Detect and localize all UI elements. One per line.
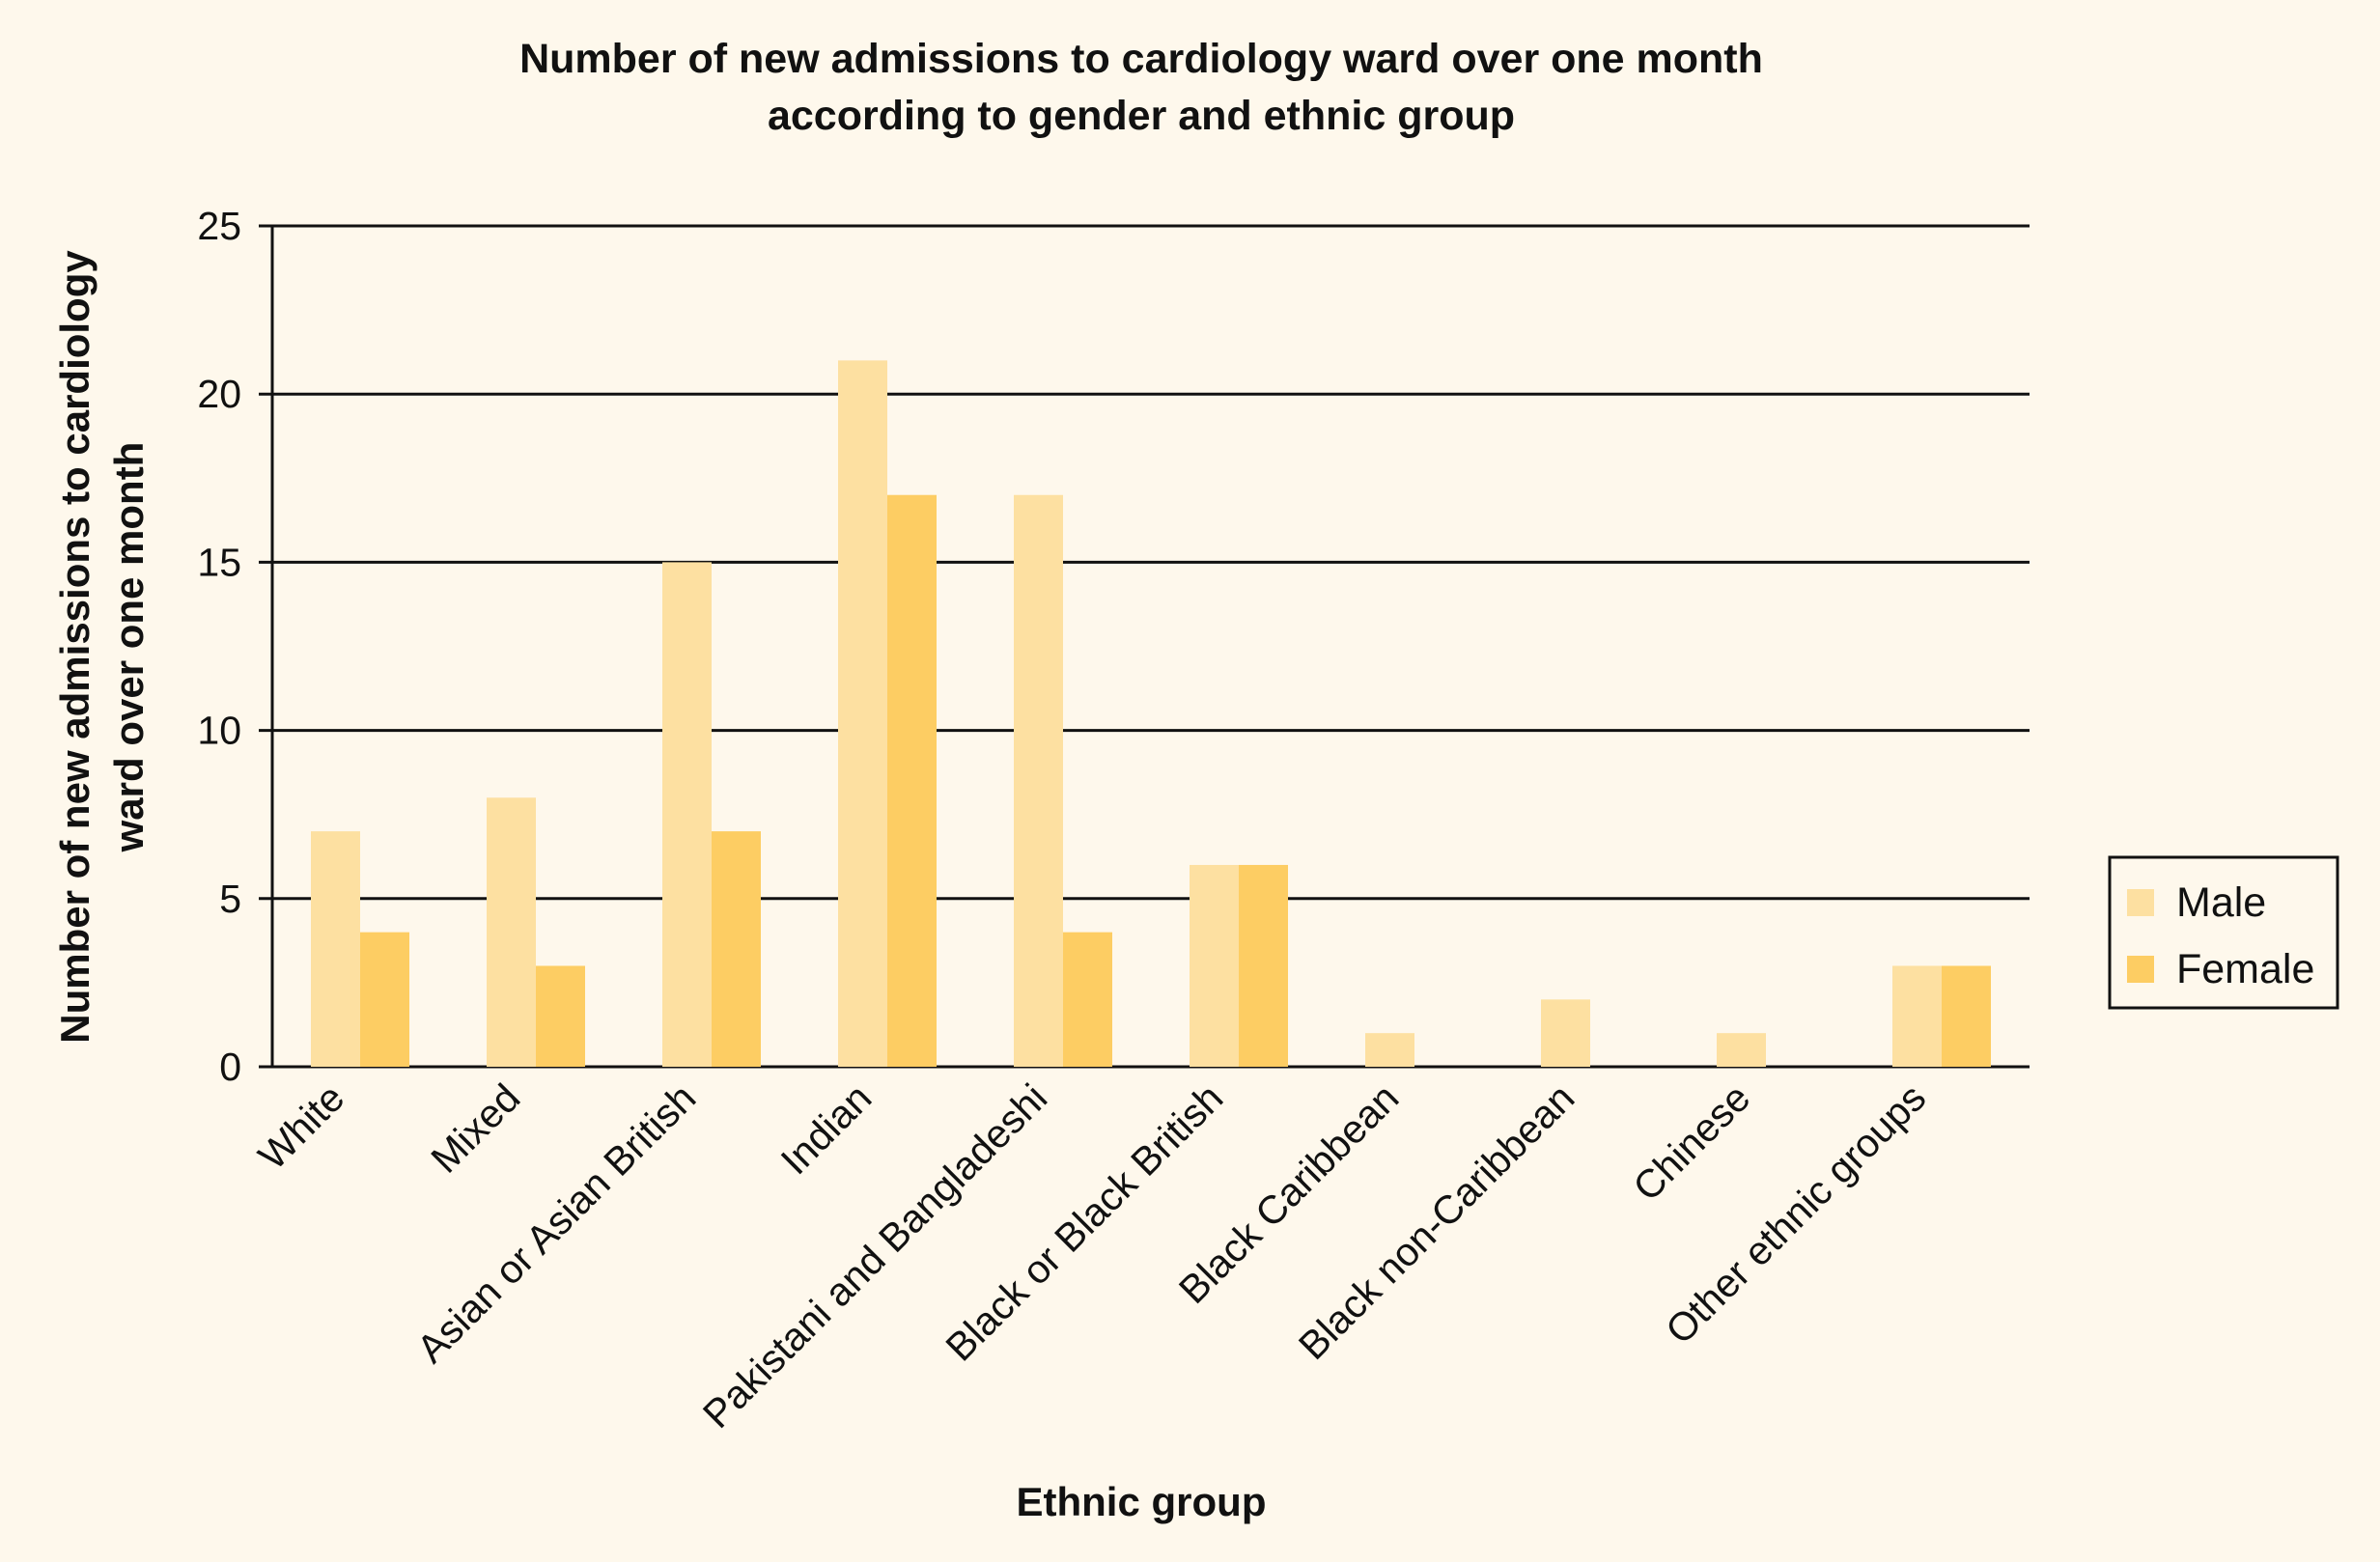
bar-male [1190,864,1239,1067]
y-tick-label: 20 [197,372,241,416]
y-axis-ticks: 0 5 10 15 20 25 [197,204,241,1089]
bar-male [1892,965,1942,1067]
bar-female [1063,932,1112,1067]
legend-swatch-female [2127,956,2154,983]
bar-female [1239,864,1288,1067]
bar-female [360,932,409,1067]
bar-female [712,831,761,1067]
bar-male [662,562,712,1067]
legend: Male Female [2108,855,2339,1010]
y-axis-title-line-1: Number of new admissions to cardiology [52,250,98,1044]
y-axis-title-line-2: ward over one month [106,442,152,853]
bar-male [838,360,887,1067]
bar-male [1717,1033,1766,1067]
bars [311,360,1991,1067]
chart-title-line-1: Number of new admissions to cardiology w… [519,36,1763,82]
x-axis-title: Ethnic group [1017,1479,1267,1524]
y-tick-label: 10 [197,709,241,753]
y-axis-title: Number of new admissions to cardiology w… [52,250,152,1044]
bar-male [1365,1033,1414,1067]
legend-swatch-male [2127,889,2154,916]
chart-title: Number of new admissions to cardiology w… [519,36,1763,139]
y-tick-label: 5 [219,877,241,921]
bar-male [1014,494,1063,1067]
bar-male [1541,999,1590,1067]
bar-female [1942,965,1991,1067]
bar-female [887,494,937,1067]
y-tick-label: 15 [197,540,241,584]
bar-female [536,965,585,1067]
bar-male [311,831,360,1067]
legend-label-female: Female [2176,946,2314,992]
y-tick-label: 0 [219,1045,241,1089]
legend-label-male: Male [2176,879,2266,926]
y-tick-label: 25 [197,204,241,248]
chart-title-line-2: according to gender and ethnic group [768,93,1515,139]
bar-male [487,797,536,1067]
